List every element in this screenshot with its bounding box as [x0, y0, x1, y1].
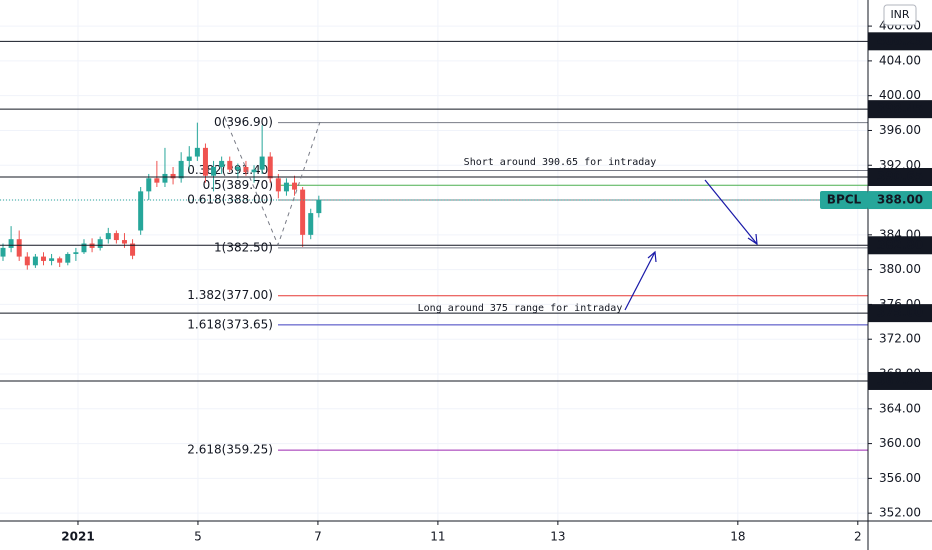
candle-body — [178, 160, 184, 179]
price-box-label: 398.45 — [877, 102, 923, 116]
x-tick-label: 2 — [854, 530, 862, 544]
y-tick-label: 380.00 — [879, 262, 921, 276]
candle-body — [24, 256, 30, 266]
x-tick-label: 2021 — [61, 530, 94, 544]
price-box-label: 406.25 — [877, 34, 923, 48]
price-box — [868, 168, 932, 187]
annotation: Short around 390.65 for intraday — [464, 157, 657, 168]
candle-body — [275, 178, 281, 192]
candle-body — [49, 258, 55, 261]
candle-body — [65, 253, 71, 263]
candle-body — [81, 243, 87, 253]
y-tick-label: 372.00 — [879, 332, 921, 346]
fib-trend-line — [224, 117, 321, 247]
fib-label: 1.618(373.65) — [187, 317, 273, 331]
candle-body — [16, 239, 22, 257]
price-box — [868, 304, 932, 323]
y-tick-label: 400.00 — [879, 88, 921, 102]
candle-body — [73, 252, 79, 254]
candle-body — [40, 256, 46, 261]
y-tick-label: 360.00 — [879, 436, 921, 450]
arrow — [624, 251, 656, 311]
y-tick-label: 352.00 — [879, 506, 921, 520]
price-box — [868, 100, 932, 119]
candle-body — [32, 256, 38, 266]
annotation: Long around 375 range for intraday — [418, 303, 623, 314]
arrow — [704, 179, 758, 245]
candle-body — [202, 147, 208, 176]
candle-body — [316, 200, 322, 214]
arrow-head — [647, 250, 657, 263]
candle-body — [186, 156, 192, 161]
currency-button[interactable] — [883, 4, 917, 26]
candle-body — [227, 160, 233, 170]
candle-body — [308, 213, 314, 235]
candle-body — [283, 182, 289, 192]
fib-label: 2.618(359.25) — [187, 443, 273, 457]
fib-label: 0(396.90) — [214, 115, 273, 129]
candle-body — [243, 166, 249, 173]
candle-body — [259, 156, 265, 170]
price-box-label: 390.65 — [877, 170, 923, 184]
symbol-box — [820, 191, 868, 210]
candle-body — [267, 156, 273, 179]
fib-label: 0.5(389.70) — [203, 178, 273, 192]
candle-body — [170, 173, 176, 179]
candle-body — [154, 178, 160, 183]
last-price-box — [868, 191, 932, 210]
price-box-label: 382.80 — [877, 238, 923, 252]
last-price-label: 388.00 — [877, 193, 923, 207]
candle-body — [121, 240, 127, 244]
price-box-label: 375.00 — [877, 306, 923, 320]
price-box — [868, 32, 932, 51]
fib-label: 1(382.50) — [214, 240, 273, 254]
fib-label: 0.618(388.00) — [187, 193, 273, 207]
x-tick-label: 11 — [430, 530, 445, 544]
candle-body — [130, 243, 136, 256]
symbol-label: BPCL — [827, 193, 862, 207]
candle-body — [57, 258, 63, 263]
candle-body — [251, 169, 257, 173]
y-tick-label: 396.00 — [879, 123, 921, 137]
candle-body — [97, 239, 103, 248]
x-tick-label: 13 — [550, 530, 565, 544]
candle-body — [292, 182, 298, 190]
x-tick-label: 18 — [730, 530, 745, 544]
candle-body — [211, 166, 217, 176]
candle-body — [113, 233, 119, 241]
price-box-label: 367.20 — [877, 373, 923, 387]
candle-body — [105, 233, 111, 240]
candle-body — [300, 189, 306, 235]
candle-body — [219, 160, 225, 167]
plot: 0(396.90)0.382(391.40)0.5(389.70)0.618(3… — [0, 40, 868, 457]
candle-body — [138, 191, 144, 231]
y-tick-label: 404.00 — [879, 53, 921, 67]
x-tick-label: 5 — [194, 530, 202, 544]
price-box — [868, 371, 932, 390]
x-tick-label: 7 — [314, 530, 322, 544]
candle-body — [194, 147, 200, 157]
grid — [0, 0, 868, 521]
price-axis — [868, 0, 932, 550]
currency: INR — [890, 8, 909, 21]
candle-body — [0, 247, 6, 257]
time-axis — [0, 521, 868, 550]
fib-label: 1.382(377.00) — [187, 288, 273, 302]
candle-body — [8, 239, 14, 248]
arrow-head — [747, 233, 758, 246]
y-tick-label: 356.00 — [879, 471, 921, 485]
candle-body — [235, 166, 241, 170]
candle-body — [146, 178, 152, 192]
axes: 352.00356.00360.00364.00368.00372.00376.… — [61, 19, 932, 544]
price-box — [868, 236, 932, 255]
y-tick-label: 364.00 — [879, 401, 921, 415]
candle-body — [162, 173, 168, 183]
